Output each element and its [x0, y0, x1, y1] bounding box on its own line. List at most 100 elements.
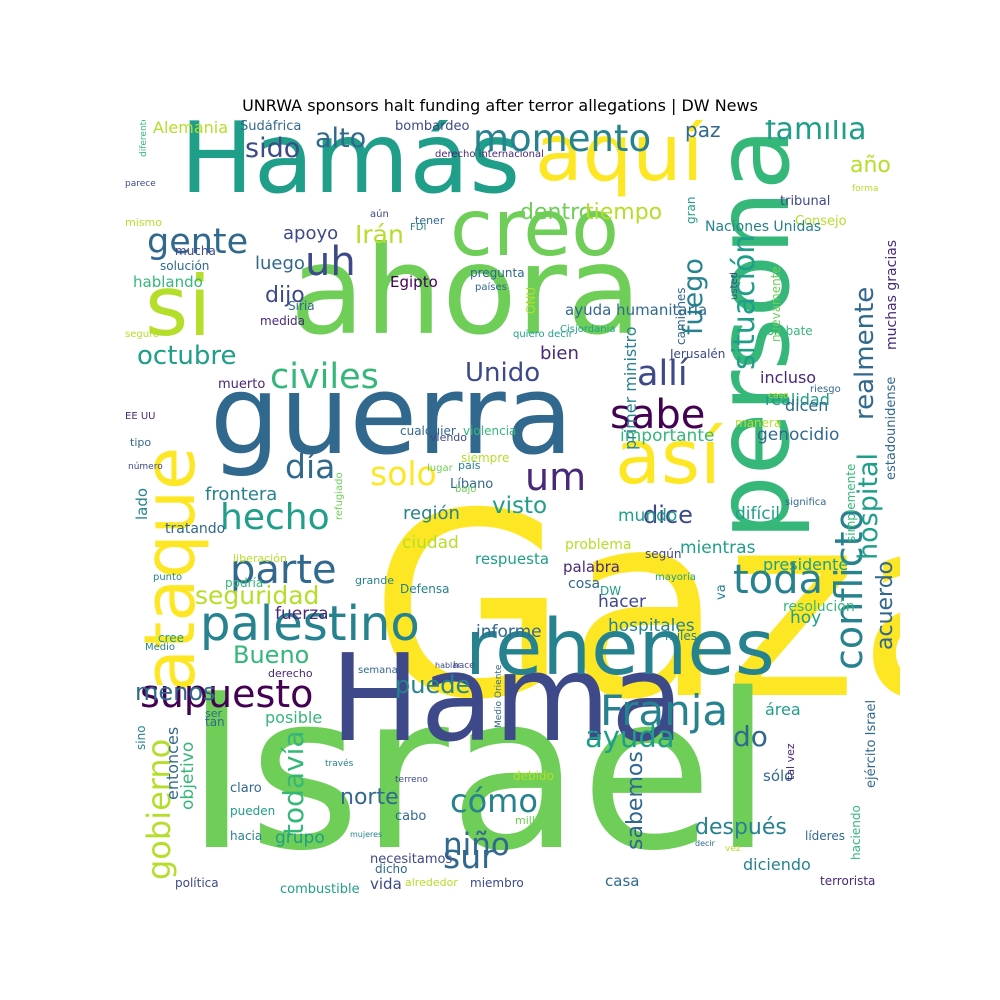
word-53: después — [695, 815, 787, 840]
word-161: Jerusalén — [670, 347, 726, 361]
word-66: paz — [685, 120, 721, 142]
word-178: va — [714, 584, 729, 600]
word-20: toda — [733, 557, 824, 603]
word-129: cree — [158, 631, 185, 645]
word-156: tener — [415, 214, 445, 227]
word-8: aquí — [535, 120, 704, 199]
word-64: Sudáfrica — [240, 120, 302, 134]
word-45: acuerdo — [873, 560, 898, 650]
word-78: región — [403, 503, 460, 524]
word-146: Líbano — [450, 477, 494, 492]
word-29: uh — [305, 239, 356, 285]
word-133: tipo — [130, 436, 152, 449]
word-23: civiles — [270, 357, 379, 397]
word-92: informe — [476, 622, 542, 642]
word-84: difícil — [735, 504, 781, 524]
word-152: quiero decir — [513, 329, 573, 340]
word-73: medida — [260, 314, 305, 328]
word-25: allí — [637, 354, 688, 394]
word-57: año — [850, 153, 891, 178]
word-119: alrededor — [405, 876, 458, 889]
word-43: ayuda — [585, 720, 675, 754]
word-168: manera — [735, 416, 782, 430]
wordcloud-title: UNRWA sponsors halt funding after terror… — [242, 96, 758, 115]
word-9: si — [145, 258, 212, 355]
word-113: haciendo — [849, 805, 863, 860]
word-61: visto — [492, 493, 548, 519]
word-37: alto — [315, 123, 367, 154]
word-144: siempre — [461, 451, 510, 465]
word-128: ser — [205, 707, 223, 720]
word-141: cualquier — [400, 424, 456, 438]
word-5: guerra — [210, 351, 574, 479]
word-54: Irán — [355, 220, 404, 249]
word-123: pueden — [230, 804, 276, 818]
word-143: violencia — [463, 424, 517, 438]
word-83: mundo — [618, 506, 678, 526]
word-10: rehenes — [465, 604, 775, 693]
word-140: refugiado — [334, 472, 345, 520]
word-55: dentro — [520, 200, 593, 225]
word-153: ONU — [524, 286, 538, 314]
word-138: liberación — [233, 552, 287, 565]
word-21: supuesto — [140, 672, 314, 716]
word-59: apoyo — [283, 223, 339, 244]
word-185: terreno — [395, 775, 428, 785]
word-116: combustible — [280, 882, 360, 895]
word-137: podría — [225, 576, 264, 590]
word-118: miembro — [470, 876, 524, 890]
word-189: vez — [725, 844, 741, 854]
word-30: octubre — [137, 341, 237, 371]
word-68: muchas gracias — [884, 239, 900, 350]
word-142: viendo — [430, 431, 468, 444]
word-104: objetivo — [178, 741, 198, 810]
word-154: pregunta — [470, 266, 525, 280]
word-105: entonces — [163, 726, 182, 800]
word-88: incluso — [760, 368, 817, 387]
word-103: posible — [265, 708, 323, 727]
word-151: Cisjordania — [560, 324, 616, 335]
word-126: sino — [134, 725, 148, 750]
word-50: sur — [443, 837, 495, 876]
word-38: sido — [245, 133, 301, 164]
word-172: DW — [600, 584, 622, 598]
word-183: millones — [515, 814, 562, 827]
word-112: ejército Israel — [864, 699, 879, 788]
word-147: bajo — [455, 484, 477, 495]
word-175: hace — [453, 661, 475, 671]
word-115: líderes — [805, 829, 845, 843]
word-169: significa — [785, 497, 827, 508]
word-176: hablar — [435, 661, 461, 670]
word-165: combate — [760, 324, 813, 338]
word-86: importante — [620, 426, 715, 446]
word-95: fuerza — [275, 604, 329, 624]
word-32: situación — [727, 234, 762, 370]
word-52: sabemos — [623, 751, 648, 850]
word-127: tan — [205, 715, 225, 729]
word-3: Hamás — [180, 120, 521, 216]
word-148: lugar — [427, 463, 453, 474]
word-58: dijo — [265, 283, 305, 308]
word-77: frontera — [205, 484, 278, 505]
word-135: número — [128, 462, 163, 472]
word-97: resolución — [783, 599, 855, 615]
word-184: través — [325, 759, 354, 769]
word-188: decir — [695, 839, 715, 848]
word-6: Hama — [330, 630, 685, 769]
word-47: todavía — [277, 730, 310, 835]
word-33: hospital — [853, 453, 884, 560]
word-67: derecho internacional — [435, 149, 544, 160]
word-76: Consejo — [795, 214, 847, 229]
word-102: tratando — [165, 521, 226, 537]
word-122: cabo — [395, 809, 427, 824]
word-56: tiempo — [585, 200, 663, 225]
word-1: Gaza — [370, 459, 900, 756]
word-85: mientras — [680, 538, 756, 558]
word-22: Franja — [600, 686, 729, 735]
word-171: mayoría — [655, 572, 696, 583]
word-91: hospitales — [608, 616, 695, 636]
word-191: parece — [125, 179, 156, 189]
word-145: país — [458, 459, 481, 472]
word-19: parte — [230, 547, 337, 593]
word-117: política — [175, 876, 219, 890]
